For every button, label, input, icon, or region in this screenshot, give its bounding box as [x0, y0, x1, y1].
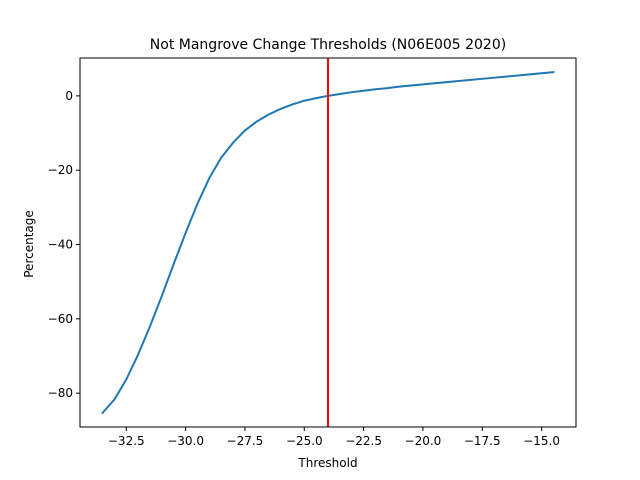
x-tick-label: −25.0 — [286, 434, 323, 448]
y-axis-label: Percentage — [22, 210, 36, 278]
x-tick-label: −22.5 — [345, 434, 382, 448]
y-tick-label: −60 — [48, 312, 73, 326]
y-tick-label: −20 — [48, 163, 73, 177]
x-tick-label: −32.5 — [108, 434, 145, 448]
y-tick-label: 0 — [65, 89, 73, 103]
y-tick-label: −40 — [48, 238, 73, 252]
axes-frame — [79, 57, 577, 428]
x-tick-label: −20.0 — [405, 434, 442, 448]
x-axis-label: Threshold — [297, 456, 357, 470]
x-tick-label: −17.5 — [464, 434, 501, 448]
x-tick-label: −30.0 — [167, 434, 204, 448]
x-tick-label: −15.0 — [523, 434, 560, 448]
chart-title: Not Mangrove Change Thresholds (N06E005 … — [150, 37, 506, 53]
plot-area: −32.5 −30.0 −27.5 −25.0 −22.5 −20.0 −17.5 −15.0… — [48, 57, 577, 448]
x-tick-label: −27.5 — [227, 434, 264, 448]
y-tick-label: −80 — [48, 386, 73, 400]
